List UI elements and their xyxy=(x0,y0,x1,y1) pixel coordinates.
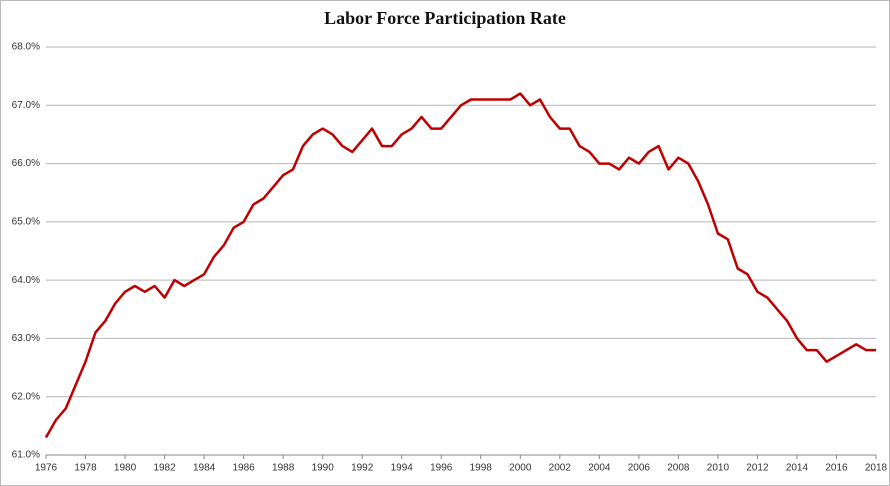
x-tick-label: 2010 xyxy=(707,463,730,474)
x-tick-label: 1982 xyxy=(153,463,176,474)
x-tick-label: 2016 xyxy=(825,463,848,474)
x-tick-label: 2018 xyxy=(865,463,888,474)
y-tick-label: 68.0% xyxy=(12,42,40,53)
x-tick-label: 1996 xyxy=(430,463,453,474)
x-tick-label: 1994 xyxy=(391,463,414,474)
x-tick-label: 2004 xyxy=(588,463,611,474)
x-tick-label: 1976 xyxy=(35,463,58,474)
x-tick-label: 1986 xyxy=(232,463,255,474)
y-tick-label: 65.0% xyxy=(12,216,40,227)
x-tick-label: 2012 xyxy=(746,463,769,474)
y-tick-label: 63.0% xyxy=(12,333,40,344)
x-tick-label: 1984 xyxy=(193,463,216,474)
chart-title: Labor Force Participation Rate xyxy=(324,8,566,28)
x-tick-label: 2014 xyxy=(786,463,809,474)
y-tick-label: 67.0% xyxy=(12,100,40,111)
x-tick-label: 1978 xyxy=(74,463,97,474)
x-tick-label: 1992 xyxy=(351,463,374,474)
x-tick-label: 2006 xyxy=(628,463,651,474)
y-tick-label: 61.0% xyxy=(12,450,40,461)
x-tick-label: 1990 xyxy=(312,463,335,474)
x-tick-label: 1988 xyxy=(272,463,295,474)
x-tick-label: 1980 xyxy=(114,463,137,474)
y-tick-label: 66.0% xyxy=(12,158,40,169)
x-tick-label: 2008 xyxy=(667,463,690,474)
x-tick-label: 2000 xyxy=(509,463,532,474)
x-tick-label: 1998 xyxy=(470,463,493,474)
y-tick-label: 62.0% xyxy=(12,391,40,402)
y-tick-label: 64.0% xyxy=(12,275,40,286)
series-line xyxy=(44,92,876,439)
x-tick-label: 2002 xyxy=(549,463,572,474)
